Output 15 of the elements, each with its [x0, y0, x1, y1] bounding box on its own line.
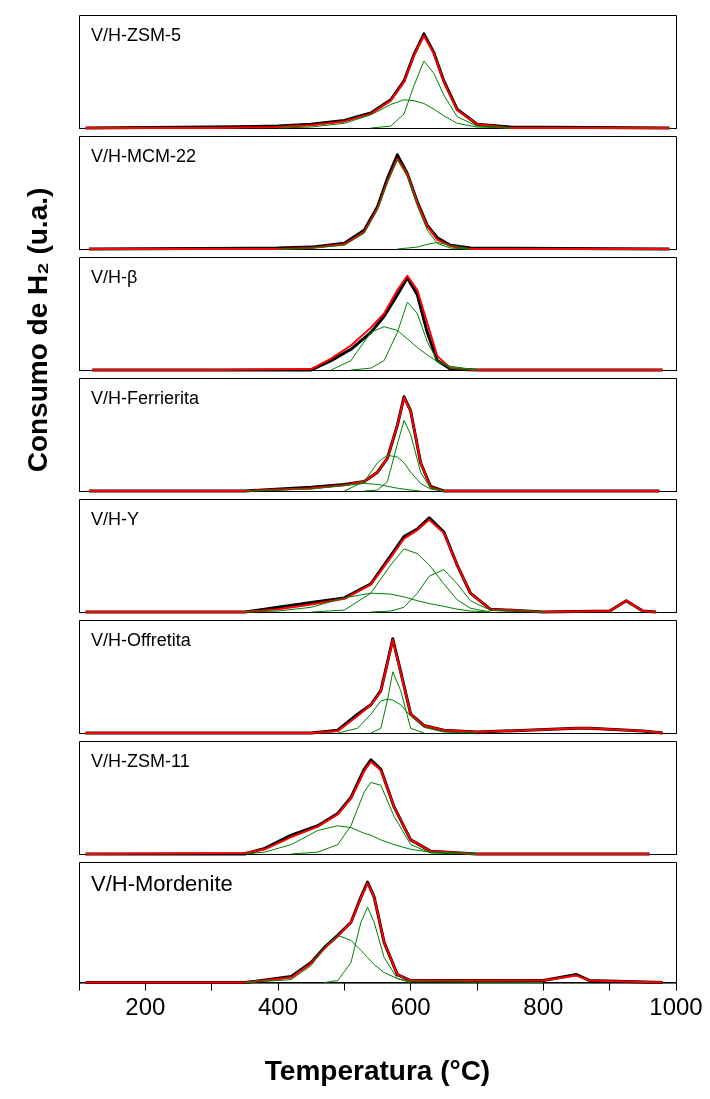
chart-title: V/H-Mordenite [91, 871, 233, 897]
x-tick-label: 600 [390, 992, 431, 1020]
x-tick-label: 1000 [649, 992, 703, 1020]
chart-title: V/H-Y [91, 508, 140, 529]
x-axis-title: Temperatura (°C) [264, 1054, 491, 1086]
chart-title: V/H-β [91, 266, 138, 287]
x-tick-label: 400 [257, 992, 299, 1020]
chart-title: V/H-MCM-22 [91, 145, 197, 166]
chart-title: V/H-ZSM-5 [91, 24, 181, 45]
chart-title: V/H-Offretita [91, 629, 192, 650]
chart-title: V/H-Ferrierita [91, 387, 200, 408]
chart-title: V/H-ZSM-11 [91, 750, 190, 771]
x-tick-label: 200 [125, 992, 166, 1020]
y-axis-title: Consumo de H₂ (u.a.) [22, 187, 54, 472]
x-tick-label: 800 [523, 992, 564, 1020]
